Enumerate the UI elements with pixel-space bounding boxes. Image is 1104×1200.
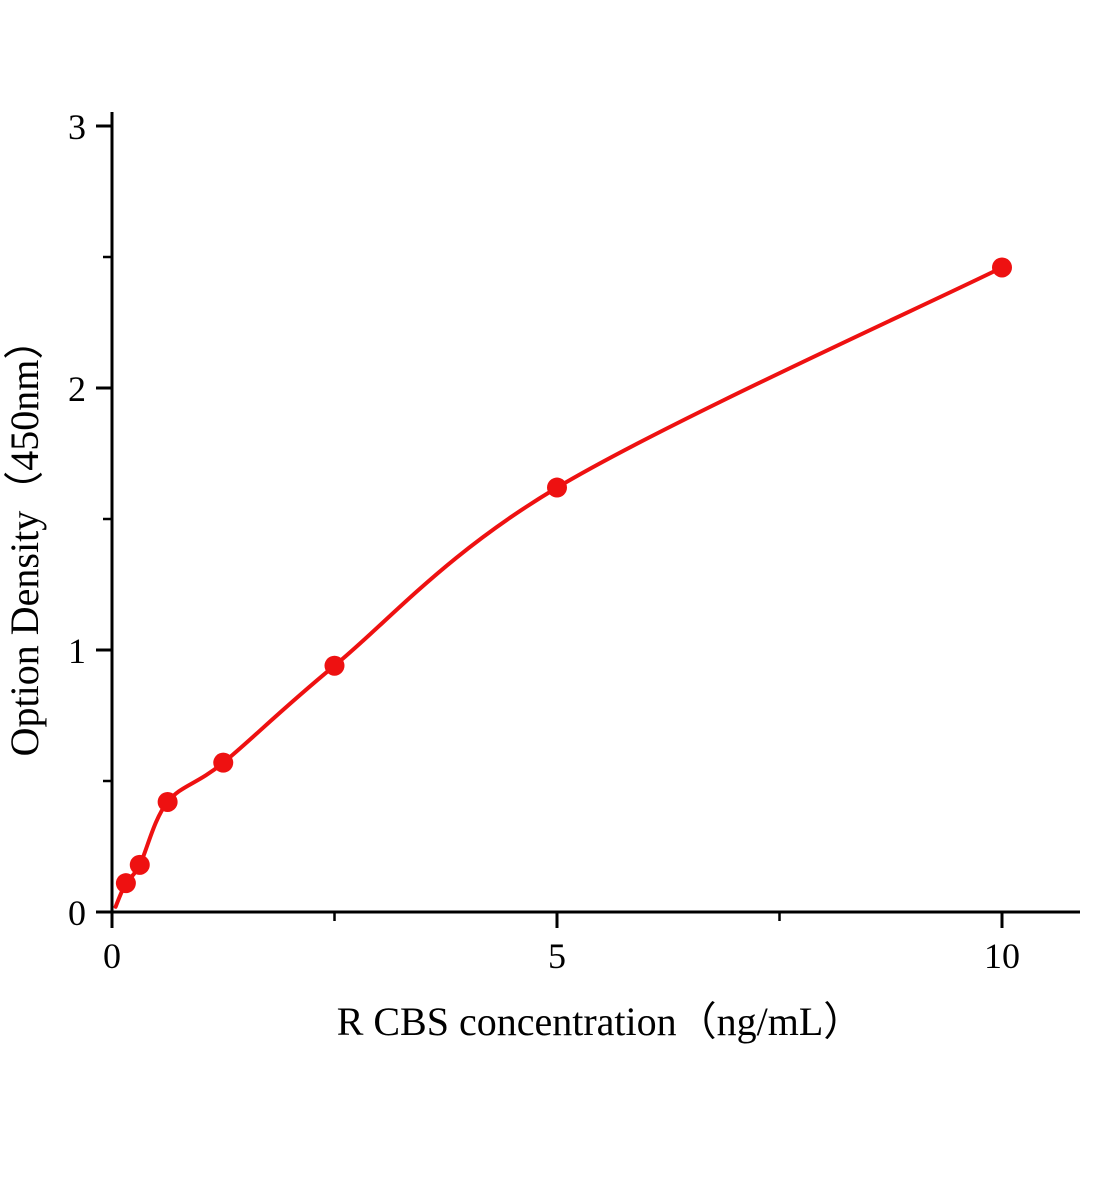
y-tick-label: 3: [68, 107, 86, 147]
data-point: [992, 257, 1012, 278]
data-point: [157, 791, 178, 812]
axes: [110, 112, 1080, 914]
data-point: [213, 752, 234, 773]
y-tick-label: 2: [68, 369, 86, 409]
y-tick-label: 0: [68, 893, 86, 933]
data-point: [547, 477, 567, 498]
y-axis-label: Option Density（450nm）: [2, 320, 47, 757]
y-tick-label: 1: [68, 631, 86, 671]
tick-labels: 0 5 10 0 1 2 3: [68, 107, 1020, 976]
data-point-markers: [115, 257, 1012, 894]
data-point: [129, 854, 150, 875]
fitted-curve: [113, 265, 1004, 909]
x-tick-label: 5: [548, 936, 566, 976]
x-tick-label: 10: [984, 936, 1020, 976]
x-axis-label: R CBS concentration（ng/mL）: [337, 999, 864, 1044]
data-point: [115, 873, 136, 894]
data-point: [324, 655, 345, 676]
tick-marks: [96, 124, 1004, 928]
x-tick-label: 0: [103, 936, 121, 976]
